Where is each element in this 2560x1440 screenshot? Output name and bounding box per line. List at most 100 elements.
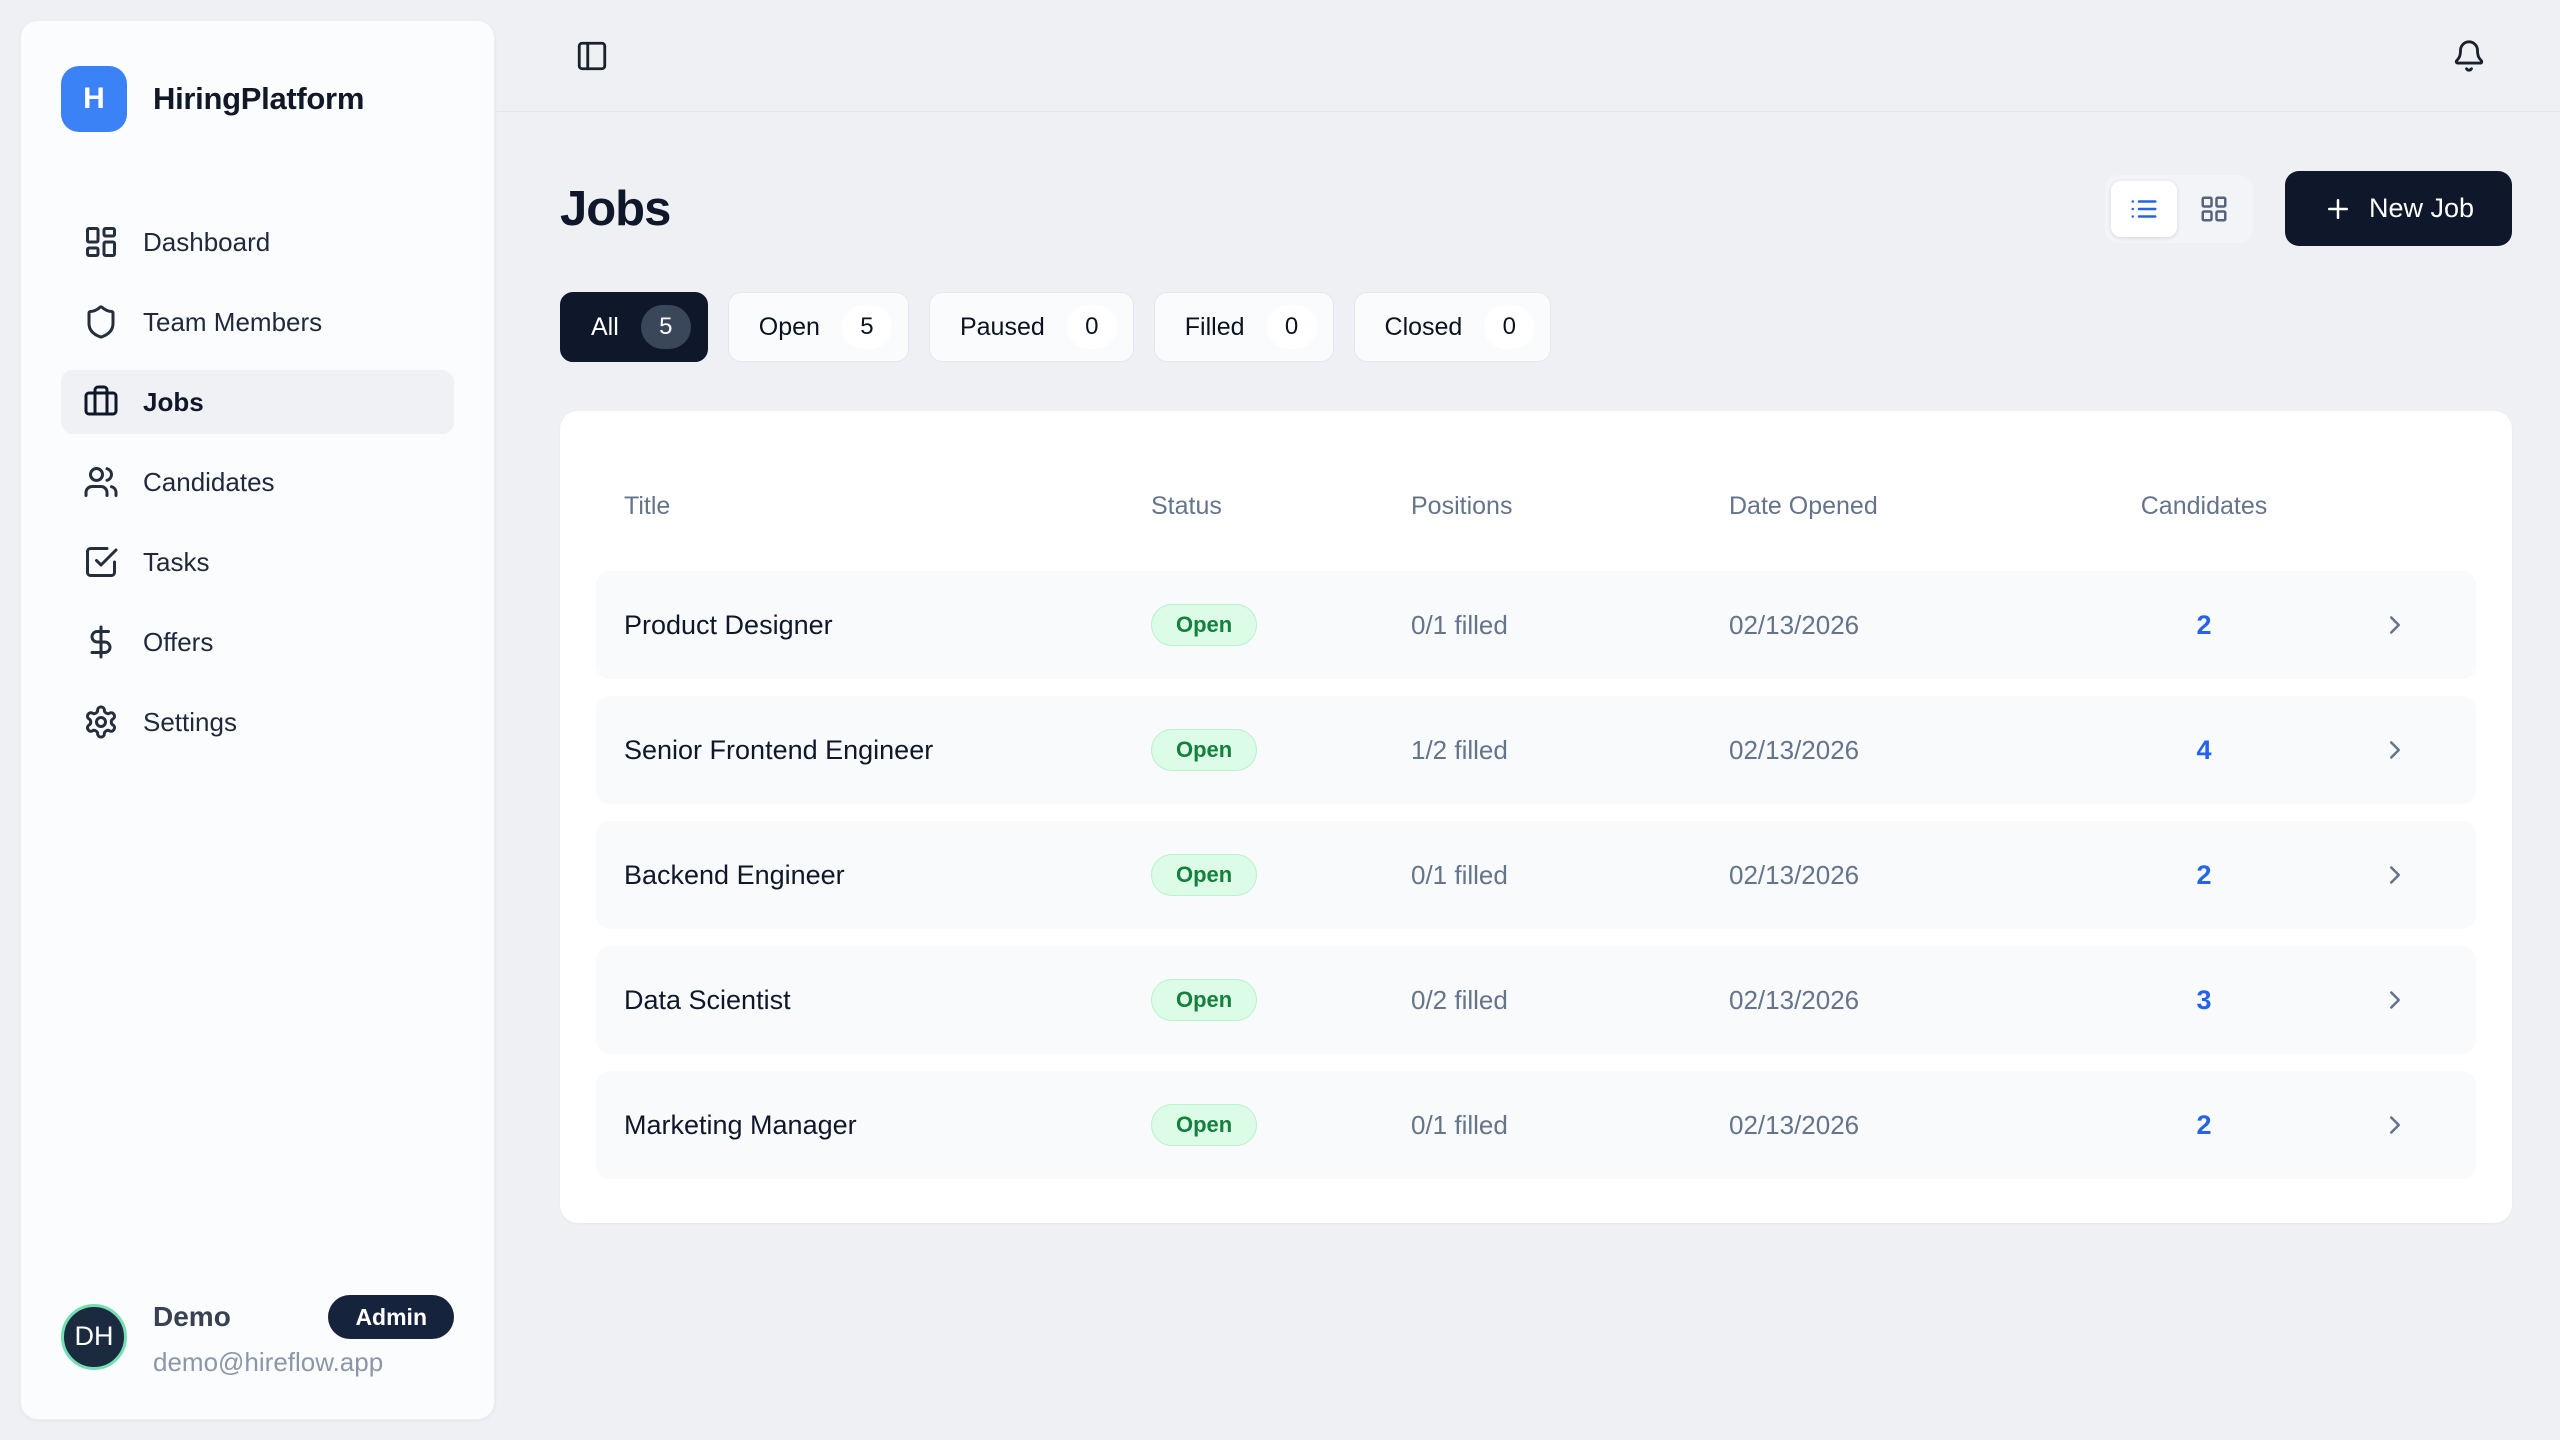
user-name: Demo [153, 1301, 231, 1332]
row-open-button[interactable] [2380, 860, 2410, 890]
status-badge: Open [1151, 1104, 1258, 1146]
brand-name: HiringPlatform [153, 81, 365, 116]
plus-icon [2327, 198, 2348, 219]
job-positions: 0/1 filled [1411, 1109, 1508, 1140]
job-status-cell: Open [1151, 729, 1411, 771]
row-open-button[interactable] [2380, 610, 2410, 640]
brand-logo: H [61, 66, 127, 132]
row-open-button[interactable] [2380, 735, 2410, 765]
notifications-button[interactable] [2452, 39, 2486, 73]
filter-count: 5 [841, 305, 892, 349]
filter-tab-paused[interactable]: Paused 0 [928, 292, 1134, 362]
col-header-status: Status [1151, 491, 1222, 520]
job-status-cell: Open [1151, 1104, 1411, 1146]
new-job-label: New Job [2368, 193, 2474, 223]
job-positions: 1/2 filled [1411, 734, 1508, 765]
status-badge: Open [1151, 729, 1258, 771]
job-candidates-count[interactable]: 2 [2196, 859, 2212, 890]
gear-icon [86, 705, 116, 739]
main-area: Jobs New Job All 5 [495, 0, 2560, 1440]
table-row[interactable]: Senior Frontend Engineer Open 1/2 filled 02… [596, 696, 2476, 804]
sidebar-item-offers[interactable]: Offers [61, 610, 454, 674]
table-row[interactable]: Marketing Manager Open 0/1 filled 02/13/202… [596, 1071, 2476, 1179]
avatar-initials: DH [74, 1321, 114, 1351]
filter-count: 0 [1066, 305, 1117, 349]
job-positions: 0/2 filled [1411, 984, 1508, 1015]
job-candidates-count[interactable]: 3 [2196, 984, 2212, 1015]
new-job-button[interactable]: New Job [2284, 171, 2512, 246]
list-icon [2131, 199, 2157, 218]
sidebar-item-jobs[interactable]: Jobs [61, 370, 454, 434]
sidebar-item-label: Dashboard [143, 226, 271, 257]
table-row[interactable]: Product Designer Open 0/1 filled 02/13/2026… [596, 571, 2476, 679]
dollar-icon [90, 625, 112, 659]
job-title: Marketing Manager [624, 1109, 857, 1140]
sidebar-item-label: Offers [143, 626, 214, 657]
page-header: Jobs New Job [560, 171, 2512, 246]
task-check-icon [86, 547, 118, 577]
grid-view-button[interactable] [2181, 181, 2247, 237]
sidebar-item-team-members[interactable]: Team Members [61, 290, 454, 354]
job-positions: 0/1 filled [1411, 609, 1508, 640]
sidebar-item-candidates[interactable]: Candidates [61, 450, 454, 514]
col-header-candidates: Candidates [2140, 491, 2268, 520]
status-badge: Open [1151, 979, 1258, 1021]
filter-count: 5 [640, 305, 691, 349]
filter-tabs: All 5 Open 5 Paused 0 Filled 0 Closed 0 [560, 292, 2512, 362]
job-candidates-count[interactable]: 2 [2196, 1109, 2212, 1140]
col-header-title: Title [624, 491, 671, 520]
job-date-opened: 02/13/2026 [1729, 984, 1860, 1015]
grid-icon [2201, 196, 2227, 221]
job-title: Senior Frontend Engineer [624, 734, 934, 765]
panel-left-icon [577, 41, 607, 70]
filter-tab-all[interactable]: All 5 [560, 292, 708, 362]
row-open-button[interactable] [2380, 1110, 2410, 1140]
table-header-row: Title Status Positions Date Opened Candi… [596, 451, 2476, 561]
filter-tab-filled[interactable]: Filled 0 [1153, 292, 1334, 362]
user-card[interactable]: DH Demo Admin demo@hireflow.app [61, 1295, 454, 1378]
users-icon [84, 467, 118, 497]
job-title: Product Designer [624, 609, 833, 640]
job-candidates-count[interactable]: 4 [2196, 734, 2212, 765]
job-title: Data Scientist [624, 984, 791, 1015]
table-row[interactable]: Backend Engineer Open 0/1 filled 02/13/2026… [596, 821, 2476, 929]
job-date-opened: 02/13/2026 [1729, 859, 1860, 890]
filter-count: 0 [1266, 305, 1317, 349]
topbar [495, 0, 2560, 112]
row-open-button[interactable] [2380, 985, 2410, 1015]
role-badge: Admin [328, 1295, 454, 1339]
filter-label: Open [758, 312, 820, 341]
job-date-opened: 02/13/2026 [1729, 609, 1860, 640]
chevron-right-icon [2390, 616, 2400, 634]
job-title: Backend Engineer [624, 859, 845, 890]
sidebar-toggle-button[interactable] [575, 39, 609, 73]
sidebar-nav: Dashboard Team Members Jobs Candidates Tasks… [61, 210, 454, 754]
job-date-opened: 02/13/2026 [1729, 734, 1860, 765]
job-status-cell: Open [1151, 979, 1411, 1021]
job-positions: 0/1 filled [1411, 859, 1508, 890]
list-view-button[interactable] [2110, 180, 2177, 237]
user-info: Demo Admin demo@hireflow.app [153, 1295, 454, 1378]
chevron-right-icon [2390, 866, 2400, 884]
job-status-cell: Open [1151, 854, 1411, 896]
sidebar-item-label: Team Members [143, 306, 323, 337]
sidebar-item-label: Settings [143, 706, 237, 737]
bell-icon [2454, 40, 2484, 72]
table-body: Product Designer Open 0/1 filled 02/13/2026… [596, 571, 2476, 1179]
chevron-right-icon [2390, 1116, 2400, 1134]
sidebar-item-dashboard[interactable]: Dashboard [61, 210, 454, 274]
sidebar-item-settings[interactable]: Settings [61, 690, 454, 754]
col-header-date: Date Opened [1729, 491, 1878, 520]
filter-count: 0 [1484, 305, 1535, 349]
status-badge: Open [1151, 854, 1258, 896]
sidebar-item-tasks[interactable]: Tasks [61, 530, 454, 594]
col-header-positions: Positions [1411, 491, 1513, 520]
job-status-cell: Open [1151, 604, 1411, 646]
filter-tab-closed[interactable]: Closed 0 [1353, 292, 1552, 362]
job-candidates-count[interactable]: 2 [2196, 609, 2212, 640]
table-row[interactable]: Data Scientist Open 0/2 filled 02/13/2026 3 [596, 946, 2476, 1054]
filter-tab-open[interactable]: Open 5 [727, 292, 909, 362]
avatar: DH [61, 1303, 127, 1370]
dashboard-icon [86, 227, 116, 257]
header-actions: New Job [2104, 171, 2512, 246]
